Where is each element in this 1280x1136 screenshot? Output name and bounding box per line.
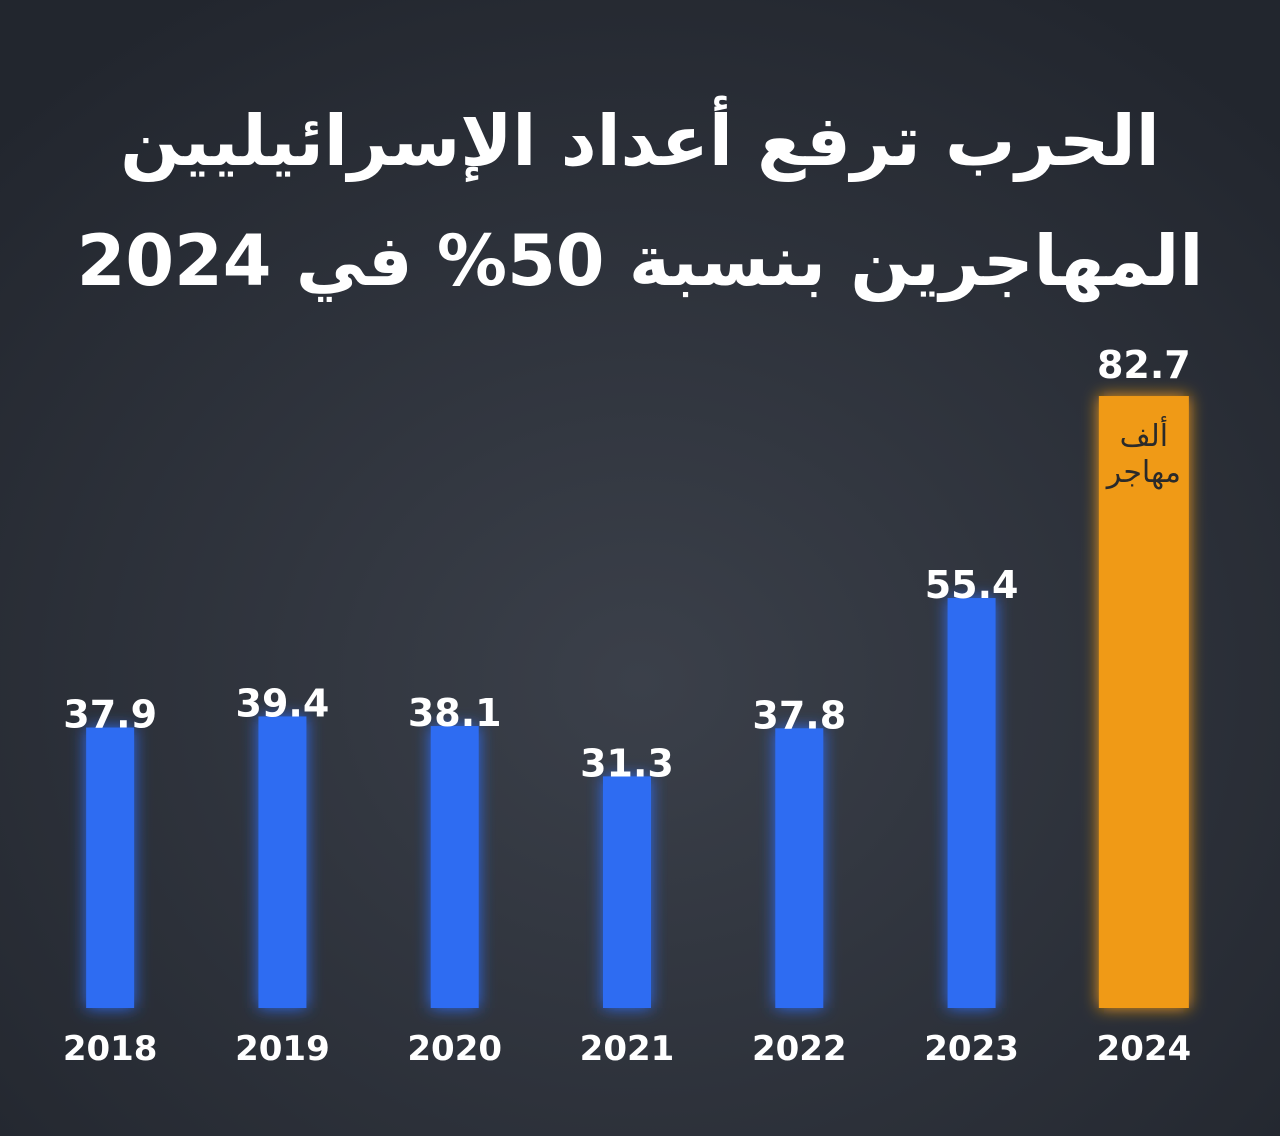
annotation: ألف (1120, 415, 1169, 454)
value-label: 31.3 (580, 741, 674, 785)
x-tick-label: 2018 (63, 1029, 158, 1069)
bar (1098, 396, 1189, 1008)
value-label: 39.4 (236, 681, 330, 725)
bar (603, 776, 651, 1008)
value-label: 37.8 (752, 693, 846, 737)
x-tick-label: 2020 (407, 1029, 502, 1069)
annotation: مهاجر (1105, 455, 1181, 490)
value-label: 37.9 (63, 693, 157, 737)
bar (430, 726, 479, 1008)
x-tick-label: 2024 (1097, 1029, 1192, 1069)
x-tick-label: 2019 (235, 1029, 330, 1069)
value-label: 82.7 (1097, 343, 1191, 387)
value-label: 55.4 (925, 563, 1019, 607)
x-tick-label: 2023 (924, 1029, 1019, 1069)
x-tick-label: 2021 (580, 1029, 675, 1069)
x-tick-label: 2022 (752, 1029, 847, 1069)
bar (775, 728, 824, 1008)
bar (258, 716, 307, 1008)
chart-title: الحرب ترفع أعداد الإسرائيليين (120, 95, 1159, 183)
bar (947, 598, 996, 1008)
value-label: 38.1 (408, 691, 502, 735)
bar (86, 727, 135, 1008)
chart-title: المهاجرين بنسبة 50% في 2024 (77, 220, 1204, 302)
